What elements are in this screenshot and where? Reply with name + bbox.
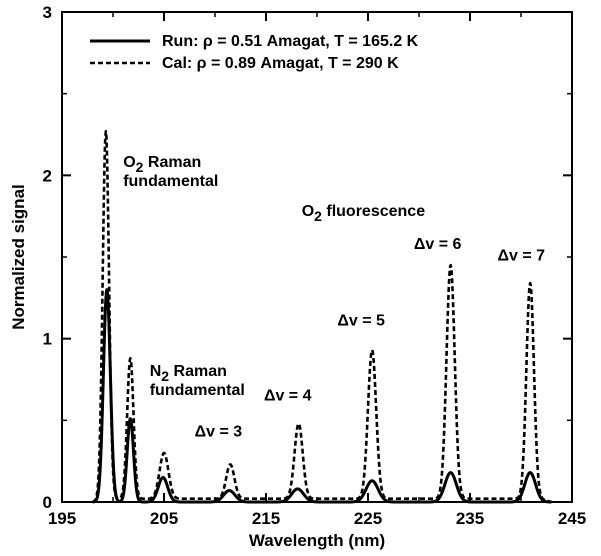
series-run-line xyxy=(91,288,553,504)
series-layer xyxy=(91,129,553,504)
x-axis-title: Wavelength (nm) xyxy=(249,531,385,550)
x-tick-label: 225 xyxy=(354,509,382,528)
annotation-n2-raman: fundamental xyxy=(150,382,245,399)
x-tick-label: 245 xyxy=(558,509,586,528)
axis-ticks xyxy=(61,11,573,503)
legend: Run: ρ = 0.51 Amagat, T = 165.2 K Cal: ρ … xyxy=(90,33,419,72)
annotation-o2-fluorescence: O2 fluorescence xyxy=(302,203,426,224)
y-axis-title: Normalized signal xyxy=(9,184,28,329)
y-tick-label: 0 xyxy=(43,493,52,512)
legend-label: Cal: ρ = 0.89 Amagat, T = 290 K xyxy=(162,55,399,72)
y-tick-label: 1 xyxy=(43,330,52,349)
annotation-dv5: Δv = 5 xyxy=(337,313,385,330)
x-tick-label: 235 xyxy=(456,509,484,528)
x-tick-label: 195 xyxy=(48,509,76,528)
annotation-o2-raman: O2 Raman xyxy=(123,154,201,175)
annotation-dv3: Δv = 3 xyxy=(195,424,243,441)
y-tick-label: 3 xyxy=(43,3,52,22)
annotation-n2-raman: N2 Raman xyxy=(150,363,227,384)
annotation-dv7: Δv = 7 xyxy=(498,247,546,264)
annotation-dv6: Δv = 6 xyxy=(414,236,462,253)
x-tick-label: 215 xyxy=(252,509,280,528)
y-tick-label: 2 xyxy=(43,166,52,185)
annotation-o2-raman: fundamental xyxy=(123,173,218,190)
tick-labels: 195 205 215 225 235 245 0 1 2 3 xyxy=(43,3,587,528)
series-cal-line xyxy=(91,129,553,504)
x-tick-label: 205 xyxy=(150,509,178,528)
plot-frame xyxy=(61,11,573,503)
annotation-dv4: Δv = 4 xyxy=(264,388,312,405)
legend-label: Run: ρ = 0.51 Amagat, T = 165.2 K xyxy=(162,33,419,50)
